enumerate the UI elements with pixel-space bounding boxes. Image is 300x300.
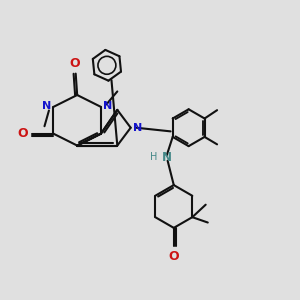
Text: O: O [18,127,28,140]
Text: N: N [162,151,172,164]
Text: N: N [133,123,142,133]
Text: O: O [169,250,179,263]
Text: N: N [42,101,51,111]
Text: H: H [150,152,158,162]
Text: O: O [69,57,80,70]
Text: N: N [103,101,112,111]
